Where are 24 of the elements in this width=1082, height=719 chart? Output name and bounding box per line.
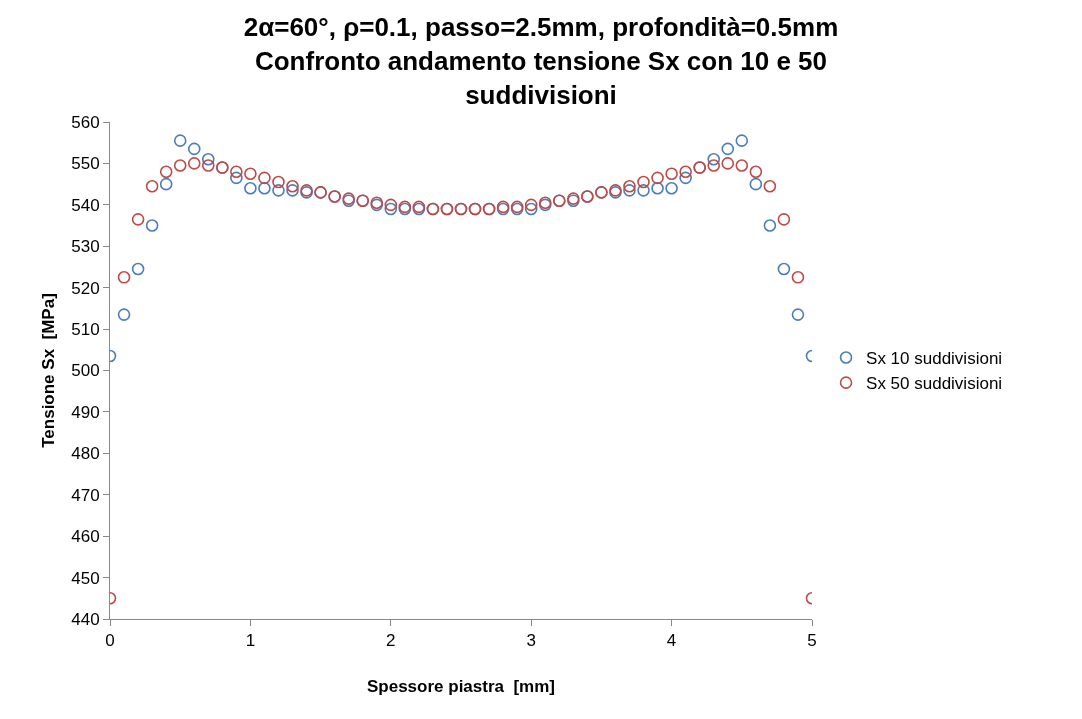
chart-title: 2α=60°, ρ=0.1, passo=2.5mm, profondità=0.5mm Confronto andamento tensione Sx con 10 e 50 suddivisioni <box>243 11 839 110</box>
x-tick-label: 4 <box>666 631 677 651</box>
y-axis-title: Tensione Sx [MPa] <box>38 293 58 448</box>
y-tick-label: 540 <box>71 195 100 215</box>
x-tick-label: 3 <box>526 631 536 651</box>
x-axis-title: Spessore piastra [mm] <box>366 676 556 696</box>
y-tick-label: 520 <box>71 278 100 298</box>
y-tick-label: 510 <box>71 320 100 340</box>
y-tick-label: 490 <box>71 402 100 422</box>
y-tick-label: 460 <box>71 527 100 547</box>
y-tick-label: 530 <box>71 237 100 257</box>
y-tick-label: 470 <box>71 485 100 505</box>
x-tick-label: 5 <box>807 631 817 651</box>
y-tick-label: 450 <box>71 568 100 588</box>
x-tick-label: 2 <box>386 631 396 651</box>
y-tick-label: 560 <box>71 112 100 132</box>
y-tick-label: 500 <box>71 361 100 381</box>
x-tick-label: 0 <box>105 631 115 651</box>
legend-label: Sx 10 suddivisioni <box>866 349 1003 369</box>
y-tick-label: 480 <box>71 444 100 464</box>
y-tick-label: 440 <box>71 609 100 629</box>
x-tick-label: 1 <box>245 631 256 651</box>
legend-label: Sx 50 suddivisioni <box>866 374 1003 394</box>
y-tick-label: 550 <box>71 154 100 174</box>
